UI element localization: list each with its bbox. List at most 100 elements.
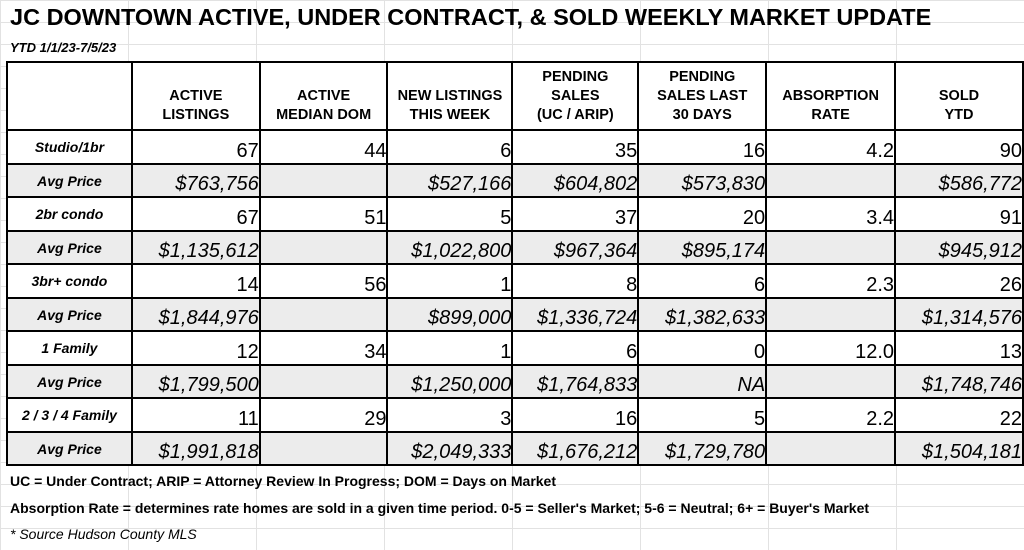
price-cell [258,364,389,399]
header-absorption-rate: ABSORPTION RATE [765,61,897,131]
count-cell: 67 [130,129,261,165]
price-cell [258,431,389,466]
avg-price-label: Avg Price [6,431,133,466]
count-cell: 56 [258,263,389,299]
price-cell: $1,676,212 [511,431,640,466]
count-cell: 91 [894,196,1024,232]
count-cell: 12.0 [765,330,897,366]
header-sold-ytd: SOLD YTD [894,61,1024,131]
count-cell: 26 [894,263,1024,299]
count-cell: 6 [511,330,640,366]
price-cell: $1,748,746 [894,364,1024,399]
row-label: 2br condo [6,196,133,232]
count-cell: 44 [258,129,389,165]
price-cell: $1,135,612 [130,230,261,265]
count-cell: 3 [386,397,514,433]
price-cell: $1,799,500 [130,364,261,399]
table-row: 1 Family 12 34 1 6 0 12.0 13 [6,330,1024,366]
count-cell: 22 [894,397,1024,433]
avg-price-label: Avg Price [6,297,133,332]
price-cell [258,163,389,198]
price-cell [765,297,897,332]
count-cell: 6 [637,263,768,299]
header-corner [6,61,133,131]
count-cell: 34 [258,330,389,366]
count-cell: 2.3 [765,263,897,299]
count-cell: 51 [258,196,389,232]
price-cell: $604,802 [511,163,640,198]
table-row: 2 / 3 / 4 Family 11 29 3 16 5 2.2 22 [6,397,1024,433]
price-cell: $1,729,780 [637,431,768,466]
price-cell: $1,022,800 [386,230,514,265]
definitions-note: UC = Under Contract; ARIP = Attorney Rev… [10,473,556,489]
count-cell: 1 [386,330,514,366]
table-row: Avg Price $763,756 $527,166 $604,802 $573,83… [6,163,1024,198]
price-cell: $945,912 [894,230,1024,265]
table-row: Avg Price $1,799,500 $1,250,000 $1,764,833 N… [6,364,1024,399]
table-row: Avg Price $1,991,818 $2,049,333 $1,676,212 $… [6,431,1024,466]
count-cell: 12 [130,330,261,366]
table-row: 2br condo 67 51 5 37 20 3.4 91 [6,196,1024,232]
price-cell [765,431,897,466]
count-cell: 5 [637,397,768,433]
count-cell: 35 [511,129,640,165]
table-row: Studio/1br 67 44 6 35 16 4.2 90 [6,129,1024,165]
count-cell: 16 [511,397,640,433]
count-cell: 29 [258,397,389,433]
count-cell: 8 [511,263,640,299]
header-active-listings: ACTIVE LISTINGS [130,61,261,131]
price-cell: $1,764,833 [511,364,640,399]
price-cell: $1,844,976 [130,297,261,332]
price-cell: $573,830 [637,163,768,198]
price-cell: $1,250,000 [386,364,514,399]
count-cell: 1 [386,263,514,299]
row-label: 1 Family [6,330,133,366]
date-range-subtitle: YTD 1/1/23-7/5/23 [10,40,117,55]
header-active-median-dom: ACTIVE MEDIAN DOM [258,61,389,131]
row-label: 2 / 3 / 4 Family [6,397,133,433]
price-cell: $967,364 [511,230,640,265]
price-cell: NA [637,364,768,399]
price-cell [765,163,897,198]
page-title: JC DOWNTOWN ACTIVE, UNDER CONTRACT, & SO… [10,4,932,30]
row-label: 3br+ condo [6,263,133,299]
price-cell: $2,049,333 [386,431,514,466]
table-row: 3br+ condo 14 56 1 8 6 2.3 26 [6,263,1024,299]
price-cell: $895,174 [637,230,768,265]
price-cell: $1,504,181 [894,431,1024,466]
price-cell: $1,314,576 [894,297,1024,332]
price-cell: $899,000 [386,297,514,332]
count-cell: 16 [637,129,768,165]
price-cell: $586,772 [894,163,1024,198]
count-cell: 0 [637,330,768,366]
market-table: ACTIVE LISTINGS ACTIVE MEDIAN DOM NEW LIST… [6,61,1024,466]
count-cell: 13 [894,330,1024,366]
table-row: Avg Price $1,135,612 $1,022,800 $967,364 $89… [6,230,1024,265]
count-cell: 5 [386,196,514,232]
avg-price-label: Avg Price [6,230,133,265]
header-new-listings: NEW LISTINGS THIS WEEK [386,61,514,131]
count-cell: 90 [894,129,1024,165]
header-pending-sales: PENDING SALES (UC / ARIP) [511,61,640,131]
row-label: Studio/1br [6,129,133,165]
price-cell [258,230,389,265]
price-cell: $527,166 [386,163,514,198]
source-note: * Source Hudson County MLS [10,526,197,542]
price-cell [765,364,897,399]
price-cell [258,297,389,332]
price-cell: $1,382,633 [637,297,768,332]
avg-price-label: Avg Price [6,163,133,198]
absorption-note: Absorption Rate = determines rate homes … [10,500,870,516]
count-cell: 6 [386,129,514,165]
count-cell: 4.2 [765,129,897,165]
header-pending-last-30: PENDING SALES LAST 30 DAYS [637,61,768,131]
price-cell: $763,756 [130,163,261,198]
avg-price-label: Avg Price [6,364,133,399]
count-cell: 20 [637,196,768,232]
table-body: Studio/1br 67 44 6 35 16 4.2 90 Avg Price $763,75… [6,129,1024,466]
count-cell: 37 [511,196,640,232]
price-cell [765,230,897,265]
count-cell: 2.2 [765,397,897,433]
count-cell: 3.4 [765,196,897,232]
price-cell: $1,336,724 [511,297,640,332]
